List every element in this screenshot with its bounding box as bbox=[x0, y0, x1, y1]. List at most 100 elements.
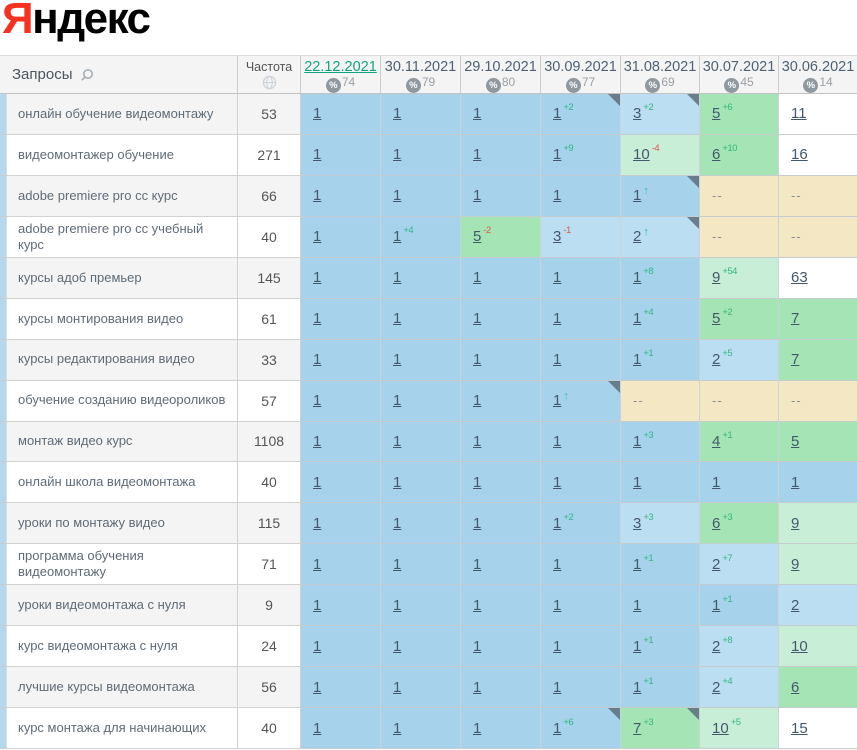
query-cell[interactable]: программа обучения видеомонтажу bbox=[7, 544, 237, 586]
position-link[interactable]: 1 bbox=[473, 146, 482, 164]
position-link[interactable]: 1 bbox=[791, 473, 800, 491]
query-cell[interactable]: adobe premiere pro cc курс bbox=[7, 175, 237, 217]
position-link[interactable]: 1 bbox=[313, 105, 322, 123]
position-link[interactable]: 5 bbox=[791, 432, 800, 450]
position-link[interactable]: 1 bbox=[633, 596, 642, 614]
row-select-strip[interactable] bbox=[0, 298, 7, 340]
query-cell[interactable]: лучшие курсы видеомонтажа bbox=[7, 667, 237, 709]
position-link[interactable]: 4 bbox=[712, 432, 721, 450]
position-link[interactable]: 1 bbox=[313, 269, 322, 287]
query-cell[interactable]: курсы монтирования видео bbox=[7, 299, 237, 340]
position-link[interactable]: 1 bbox=[313, 719, 322, 737]
position-link[interactable]: 1 bbox=[393, 228, 402, 246]
query-cell[interactable]: курсы адоб премьер bbox=[7, 257, 237, 299]
position-link[interactable]: 1 bbox=[313, 187, 322, 205]
position-link[interactable]: 1 bbox=[553, 310, 562, 328]
position-link[interactable]: 1 bbox=[553, 555, 562, 573]
row-select-strip[interactable] bbox=[0, 380, 7, 422]
row-select-strip[interactable] bbox=[0, 216, 7, 258]
position-link[interactable]: 1 bbox=[712, 596, 721, 614]
position-link[interactable]: 1 bbox=[473, 269, 482, 287]
position-link[interactable]: 1 bbox=[553, 432, 562, 450]
position-link[interactable]: 1 bbox=[313, 432, 322, 450]
position-link[interactable]: 1 bbox=[633, 637, 642, 655]
position-link[interactable]: 1 bbox=[553, 392, 562, 410]
note-corner-marker[interactable] bbox=[687, 708, 699, 721]
position-link[interactable]: 1 bbox=[313, 310, 322, 328]
position-link[interactable]: 1 bbox=[393, 310, 402, 328]
position-link[interactable]: 1 bbox=[473, 514, 482, 532]
position-link[interactable]: 1 bbox=[633, 432, 642, 450]
query-cell[interactable]: adobe premiere pro cc учебный курс bbox=[7, 217, 237, 258]
position-link[interactable]: 15 bbox=[791, 719, 808, 737]
position-link[interactable]: 1 bbox=[633, 678, 642, 696]
row-select-strip[interactable] bbox=[0, 544, 7, 586]
position-link[interactable]: 1 bbox=[553, 514, 562, 532]
position-link[interactable]: 1 bbox=[393, 146, 402, 164]
position-link[interactable]: 11 bbox=[791, 105, 807, 123]
row-select-strip[interactable] bbox=[0, 339, 7, 381]
position-link[interactable]: 1 bbox=[553, 105, 562, 123]
note-corner-marker[interactable] bbox=[687, 94, 699, 106]
date-link[interactable]: 30.07.2021 bbox=[702, 59, 776, 75]
position-link[interactable]: 1 bbox=[473, 555, 482, 573]
position-link[interactable]: 1 bbox=[393, 596, 402, 614]
position-link[interactable]: 1 bbox=[313, 514, 322, 532]
position-link[interactable]: 5 bbox=[712, 105, 721, 123]
query-cell[interactable]: онлайн школа видеомонтажа bbox=[7, 462, 237, 504]
row-select-strip[interactable] bbox=[0, 421, 7, 463]
position-link[interactable]: 1 bbox=[473, 473, 482, 491]
position-link[interactable]: 1 bbox=[553, 351, 562, 369]
position-link[interactable]: 1 bbox=[393, 392, 402, 410]
position-link[interactable]: 1 bbox=[553, 269, 562, 287]
position-link[interactable]: 1 bbox=[393, 432, 402, 450]
note-corner-marker[interactable] bbox=[608, 708, 620, 721]
note-corner-marker[interactable] bbox=[687, 175, 699, 188]
position-link[interactable]: 1 bbox=[633, 187, 642, 205]
position-link[interactable]: 5 bbox=[473, 228, 482, 246]
position-link[interactable]: 1 bbox=[313, 678, 322, 696]
position-link[interactable]: 6 bbox=[791, 678, 800, 696]
note-corner-marker[interactable] bbox=[608, 94, 620, 106]
note-corner-marker[interactable] bbox=[608, 380, 620, 393]
position-link[interactable]: 3 bbox=[633, 105, 642, 123]
position-link[interactable]: 1 bbox=[313, 473, 322, 491]
position-link[interactable]: 1 bbox=[553, 719, 562, 737]
position-link[interactable]: 1 bbox=[553, 146, 562, 164]
position-link[interactable]: 1 bbox=[313, 637, 322, 655]
position-link[interactable]: 1 bbox=[633, 555, 642, 573]
position-link[interactable]: 1 bbox=[393, 269, 402, 287]
position-link[interactable]: 1 bbox=[553, 678, 562, 696]
search-icon[interactable] bbox=[80, 68, 94, 82]
row-select-strip[interactable] bbox=[0, 626, 7, 668]
query-cell[interactable]: уроки видеомонтажа с нуля bbox=[7, 585, 237, 627]
position-link[interactable]: 2 bbox=[712, 678, 721, 696]
query-cell[interactable]: курс монтажа для начинающих bbox=[7, 708, 237, 749]
position-link[interactable]: 1 bbox=[393, 719, 402, 737]
date-link[interactable]: 29.10.2021 bbox=[464, 59, 537, 75]
position-link[interactable]: 1 bbox=[473, 392, 482, 410]
position-link[interactable]: 7 bbox=[633, 719, 642, 737]
position-link[interactable]: 1 bbox=[393, 351, 402, 369]
position-link[interactable]: 1 bbox=[633, 269, 642, 287]
position-link[interactable]: 1 bbox=[633, 351, 642, 369]
date-link[interactable]: 30.09.2021 bbox=[544, 59, 617, 75]
position-link[interactable]: 1 bbox=[712, 473, 721, 491]
position-link[interactable]: 1 bbox=[393, 187, 402, 205]
position-link[interactable]: 1 bbox=[553, 473, 562, 491]
position-link[interactable]: 7 bbox=[791, 310, 800, 328]
query-cell[interactable]: курс видеомонтажа с нуля bbox=[7, 626, 237, 668]
query-cell[interactable]: курсы редактирования видео bbox=[7, 339, 237, 381]
position-link[interactable]: 1 bbox=[473, 637, 482, 655]
position-link[interactable]: 1 bbox=[553, 637, 562, 655]
position-link[interactable]: 1 bbox=[313, 555, 322, 573]
position-link[interactable]: 5 bbox=[712, 310, 721, 328]
position-link[interactable]: 2 bbox=[712, 637, 721, 655]
position-link[interactable]: 1 bbox=[633, 473, 642, 491]
position-link[interactable]: 1 bbox=[393, 678, 402, 696]
position-link[interactable]: 2 bbox=[791, 596, 800, 614]
position-link[interactable]: 1 bbox=[473, 596, 482, 614]
row-select-strip[interactable] bbox=[0, 585, 7, 627]
position-link[interactable]: 9 bbox=[791, 514, 800, 532]
position-link[interactable]: 6 bbox=[712, 146, 721, 164]
